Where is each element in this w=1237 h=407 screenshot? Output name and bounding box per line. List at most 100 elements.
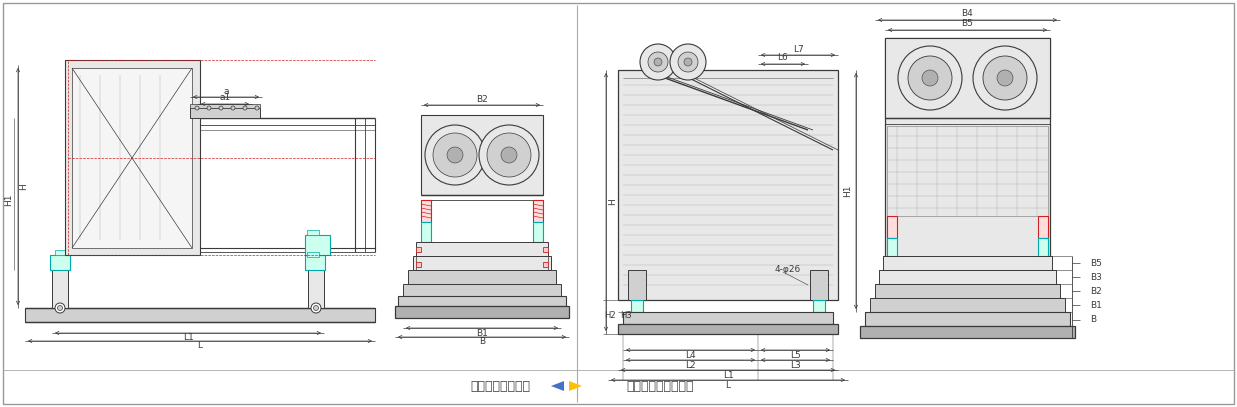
Text: 4-φ26: 4-φ26	[774, 265, 802, 274]
Text: L6: L6	[778, 53, 788, 63]
Bar	[416, 247, 421, 252]
Bar	[533, 200, 543, 222]
Circle shape	[207, 106, 212, 110]
Polygon shape	[550, 381, 564, 391]
Bar	[618, 70, 837, 300]
Text: a: a	[223, 87, 229, 96]
Text: B2: B2	[476, 94, 487, 103]
Text: L1: L1	[722, 370, 734, 379]
Bar	[631, 300, 643, 312]
Circle shape	[57, 306, 63, 311]
Bar	[25, 308, 375, 322]
Bar	[416, 262, 421, 267]
Circle shape	[231, 106, 235, 110]
Bar	[408, 270, 555, 284]
Circle shape	[501, 147, 517, 163]
Text: B: B	[479, 337, 485, 346]
Text: L: L	[725, 381, 731, 389]
Text: H: H	[20, 183, 28, 190]
Polygon shape	[66, 60, 200, 255]
Circle shape	[898, 46, 962, 110]
Bar	[875, 284, 1060, 298]
Bar	[307, 252, 319, 257]
Text: L7: L7	[793, 44, 803, 53]
Circle shape	[219, 106, 223, 110]
Bar	[307, 230, 319, 235]
Circle shape	[640, 44, 675, 80]
Circle shape	[908, 56, 952, 100]
Text: B4: B4	[961, 9, 974, 18]
Text: B2: B2	[1090, 287, 1102, 295]
Text: B3: B3	[1090, 273, 1102, 282]
Text: H3: H3	[620, 311, 632, 319]
Text: L5: L5	[790, 350, 800, 359]
Text: H2: H2	[604, 311, 616, 319]
Bar	[54, 250, 66, 255]
Circle shape	[313, 306, 318, 311]
Bar	[306, 255, 325, 270]
Circle shape	[195, 106, 199, 110]
Bar	[543, 262, 548, 267]
Circle shape	[310, 303, 320, 313]
Text: 电机型结构示意图: 电机型结构示意图	[470, 379, 529, 392]
Bar	[887, 238, 897, 256]
Polygon shape	[72, 68, 192, 248]
Bar	[421, 222, 430, 242]
Text: B1: B1	[476, 328, 487, 337]
Bar	[865, 312, 1070, 326]
Bar	[1038, 238, 1048, 256]
Text: 激振器型结构示意图: 激振器型结构示意图	[626, 379, 694, 392]
Bar	[395, 306, 569, 318]
Circle shape	[678, 52, 698, 72]
Text: L3: L3	[790, 361, 800, 370]
Circle shape	[433, 133, 477, 177]
Circle shape	[242, 106, 247, 110]
Circle shape	[487, 133, 531, 177]
Bar	[618, 324, 837, 334]
Circle shape	[255, 106, 259, 110]
Circle shape	[648, 52, 668, 72]
Bar	[190, 108, 260, 118]
Circle shape	[974, 46, 1037, 110]
Text: L1: L1	[183, 333, 193, 343]
Circle shape	[479, 125, 539, 185]
Bar	[403, 284, 562, 296]
Bar	[887, 126, 1048, 216]
Bar	[623, 312, 833, 324]
Circle shape	[670, 44, 706, 80]
Bar	[880, 270, 1056, 284]
Bar	[413, 256, 550, 270]
Polygon shape	[569, 381, 581, 391]
Circle shape	[447, 147, 463, 163]
Text: B: B	[1090, 315, 1096, 324]
Bar	[398, 296, 567, 306]
Text: L: L	[198, 341, 203, 350]
Bar	[884, 38, 1050, 118]
Text: a1: a1	[219, 94, 230, 103]
Text: B5: B5	[1090, 258, 1102, 267]
Bar	[308, 270, 324, 308]
Circle shape	[654, 58, 662, 66]
Bar	[533, 222, 543, 242]
Bar	[628, 270, 646, 300]
Bar	[884, 38, 1050, 318]
Text: B5: B5	[961, 20, 974, 28]
Bar	[49, 255, 71, 270]
Bar	[883, 256, 1051, 270]
Bar	[416, 242, 548, 256]
Circle shape	[983, 56, 1027, 100]
Circle shape	[997, 70, 1013, 86]
Circle shape	[684, 58, 691, 66]
Circle shape	[54, 303, 66, 313]
Bar	[543, 247, 548, 252]
Bar	[306, 235, 330, 255]
Bar	[810, 270, 828, 300]
Bar	[870, 298, 1065, 312]
Bar	[190, 104, 260, 108]
Bar	[421, 200, 430, 222]
Circle shape	[922, 70, 938, 86]
Bar	[860, 326, 1075, 338]
Text: H1: H1	[844, 185, 852, 197]
Text: H: H	[609, 199, 617, 206]
Text: B1: B1	[1090, 300, 1102, 309]
